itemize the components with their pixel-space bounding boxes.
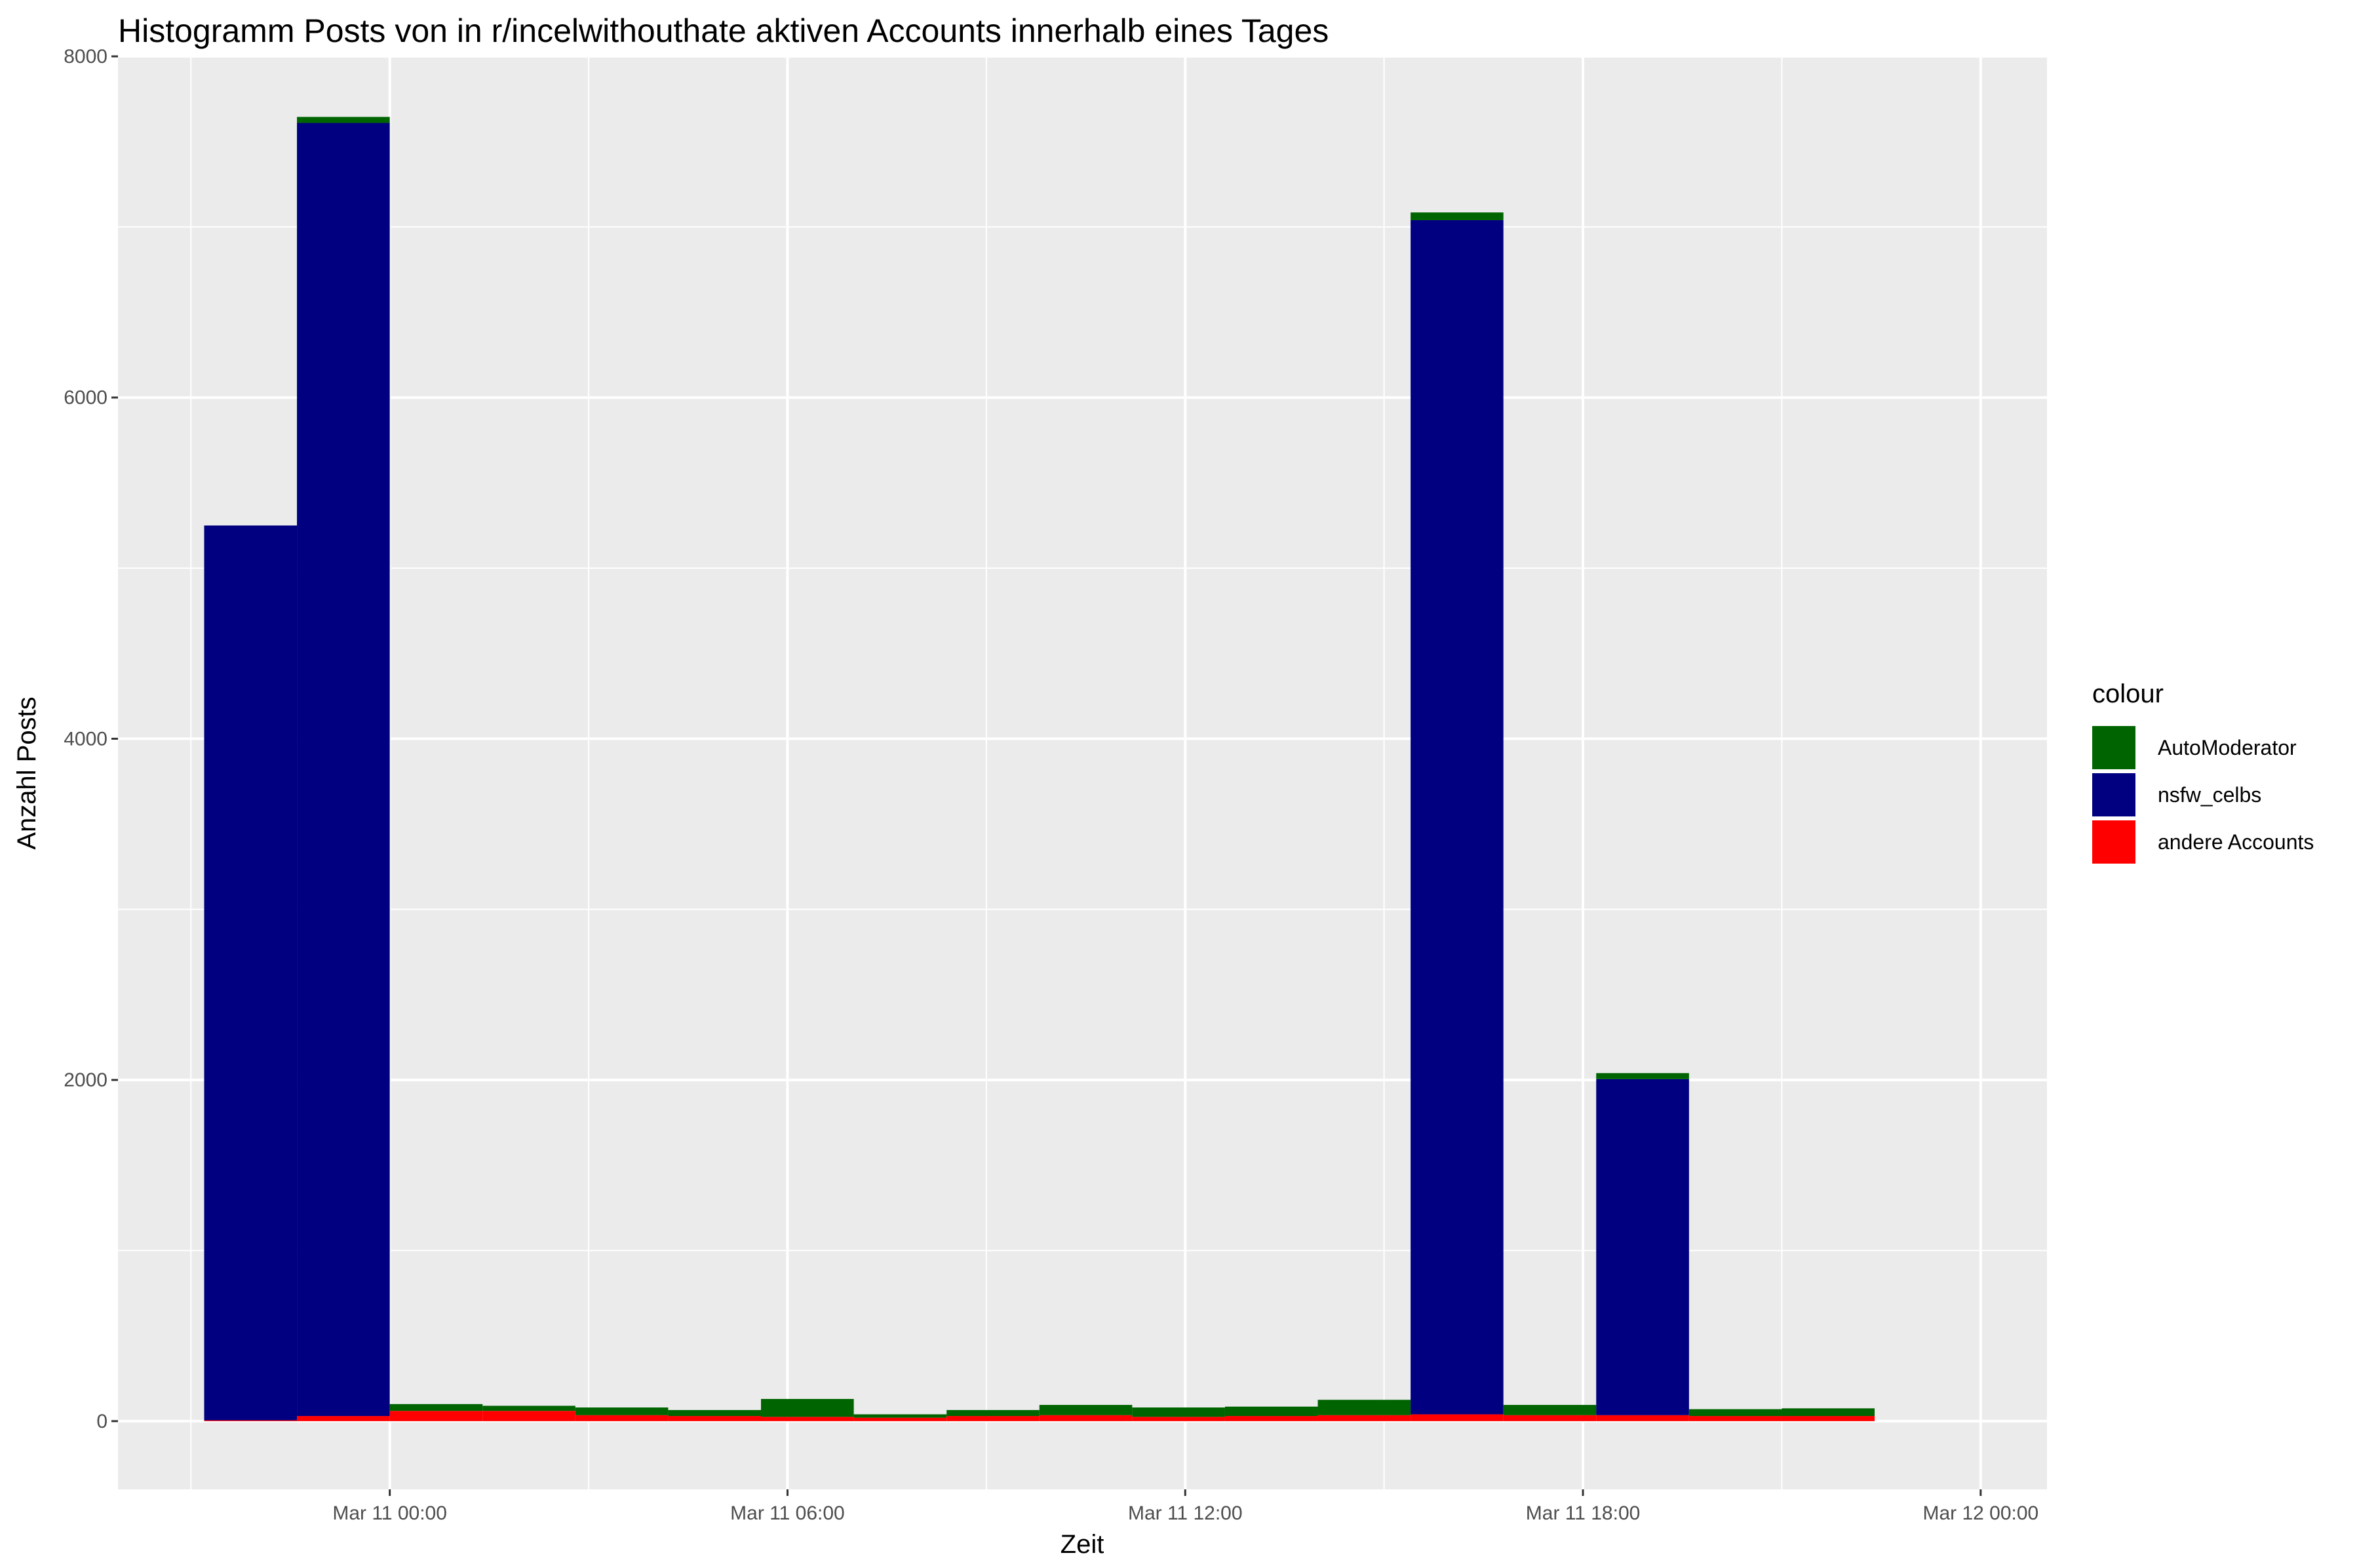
bar-andere-accounts-12 (1317, 1415, 1411, 1421)
bar-andere-accounts-7 (853, 1417, 947, 1421)
x-tick-label-1: Mar 11 06:00 (730, 1502, 845, 1524)
bar-andere-accounts-10 (1132, 1417, 1225, 1421)
bar-andere-accounts-2 (389, 1411, 483, 1421)
y-tick-label-0: 0 (96, 1411, 107, 1432)
bar-automoderator-8 (946, 1409, 1040, 1417)
bar-andere-accounts-16 (1688, 1416, 1782, 1421)
y-tick-label-2: 4000 (64, 728, 107, 750)
bar-automoderator-3 (482, 1405, 575, 1411)
bar-automoderator-16 (1688, 1409, 1782, 1417)
bar-andere-accounts-14 (1503, 1415, 1597, 1421)
bar-andere-accounts-9 (1039, 1415, 1133, 1421)
legend-label-automoderator: AutoModerator (2158, 736, 2297, 759)
bar-nsfw-celbs-0 (204, 525, 298, 1421)
bar-automoderator-12 (1317, 1400, 1411, 1415)
bar-automoderator-4 (575, 1407, 669, 1415)
y-axis-title: Anzahl Posts (12, 697, 41, 849)
legend-label-andere-accounts: andere Accounts (2158, 830, 2314, 854)
bar-andere-accounts-6 (761, 1417, 854, 1421)
bar-andere-accounts-5 (668, 1416, 761, 1421)
bar-andere-accounts-3 (482, 1411, 575, 1421)
bar-andere-accounts-4 (575, 1415, 669, 1421)
bar-automoderator-1 (297, 117, 390, 123)
bar-automoderator-7 (853, 1414, 947, 1418)
chart-title: Histogramm Posts von in r/incelwithoutha… (118, 12, 1329, 49)
x-axis-title: Zeit (1061, 1530, 1104, 1559)
legend-key-automoderator (2092, 726, 2135, 769)
y-tick-label-3: 6000 (64, 387, 107, 409)
legend-key-andere-accounts (2092, 820, 2135, 864)
y-axis: 0 2000 4000 6000 8000 (64, 46, 118, 1432)
legend-key-nsfw-celbs (2092, 773, 2135, 816)
bar-automoderator-9 (1039, 1405, 1133, 1415)
x-tick-label-4: Mar 12 00:00 (1922, 1502, 2038, 1524)
bar-nsfw-celbs-1 (297, 123, 390, 1417)
bar-automoderator-5 (668, 1409, 761, 1417)
legend-label-nsfw-celbs: nsfw_celbs (2158, 783, 2261, 807)
bar-automoderator-15 (1596, 1073, 1689, 1079)
bar-automoderator-11 (1224, 1406, 1318, 1417)
x-tick-label-3: Mar 11 18:00 (1526, 1502, 1641, 1524)
bar-andere-accounts-11 (1224, 1416, 1318, 1421)
bar-automoderator-13 (1411, 212, 1504, 220)
grid-major (118, 55, 2047, 1489)
bar-automoderator-17 (1782, 1408, 1875, 1417)
y-tick-label-1: 2000 (64, 1069, 107, 1091)
bar-andere-accounts-8 (946, 1416, 1040, 1421)
bar-andere-accounts-17 (1782, 1416, 1875, 1421)
bar-nsfw-celbs-13 (1411, 220, 1504, 1415)
grid-minor (118, 56, 2047, 1489)
bar-andere-accounts-13 (1411, 1414, 1504, 1421)
bar-andere-accounts-1 (297, 1416, 390, 1421)
bar-nsfw-celbs-15 (1596, 1079, 1689, 1415)
plot-panel (118, 56, 2047, 1489)
legend-title: colour (2092, 679, 2164, 708)
bar-automoderator-2 (389, 1404, 483, 1411)
bar-andere-accounts-15 (1596, 1415, 1689, 1421)
bars (204, 117, 1875, 1421)
y-tick-label-4: 8000 (64, 46, 107, 67)
x-tick-label-0: Mar 11 00:00 (332, 1502, 447, 1524)
bar-automoderator-14 (1503, 1405, 1597, 1415)
bar-automoderator-6 (761, 1399, 854, 1417)
x-tick-label-2: Mar 11 12:00 (1128, 1502, 1243, 1524)
bar-automoderator-10 (1132, 1407, 1225, 1417)
x-axis: Mar 11 00:00 Mar 11 06:00 Mar 11 12:00 Mar … (332, 1489, 2038, 1524)
